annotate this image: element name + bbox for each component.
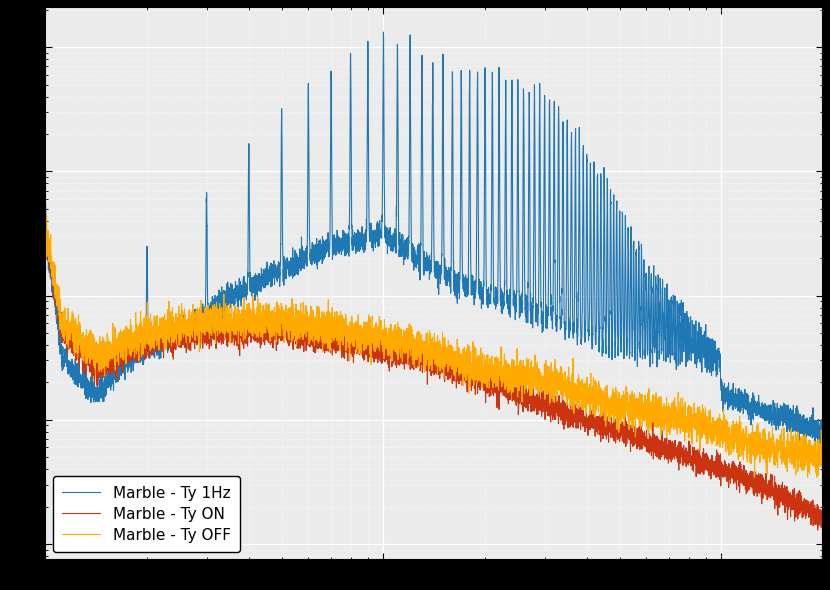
Marble - Ty ON — [225, 336, 235, 343]
Marble - Ty 1Hz — [389, 234, 399, 241]
Marble - Ty OFF — [42, 212, 51, 219]
Marble - Ty 1Hz — [41, 191, 51, 198]
Marble - Ty OFF — [812, 467, 822, 474]
Marble - Ty 1Hz — [378, 28, 388, 35]
Marble - Ty OFF — [803, 474, 813, 481]
Marble - Ty OFF — [225, 312, 235, 319]
Marble - Ty OFF — [389, 327, 399, 335]
Marble - Ty ON — [388, 350, 398, 358]
Marble - Ty OFF — [818, 452, 828, 459]
Marble - Ty ON — [221, 329, 231, 336]
Marble - Ty 1Hz — [225, 294, 235, 301]
Marble - Ty OFF — [229, 327, 239, 334]
Marble - Ty OFF — [221, 327, 231, 334]
Marble - Ty ON — [334, 327, 344, 335]
Marble - Ty ON — [812, 507, 822, 514]
Marble - Ty 1Hz — [810, 444, 820, 451]
Marble - Ty 1Hz — [812, 432, 822, 440]
Marble - Ty ON — [818, 513, 828, 520]
Legend: Marble - Ty 1Hz, Marble - Ty ON, Marble - Ty OFF: Marble - Ty 1Hz, Marble - Ty ON, Marble … — [53, 476, 240, 552]
Marble - Ty 1Hz — [221, 299, 231, 306]
Marble - Ty ON — [818, 531, 828, 538]
Line: Marble - Ty ON: Marble - Ty ON — [46, 213, 823, 535]
Marble - Ty ON — [229, 333, 239, 340]
Marble - Ty OFF — [334, 314, 344, 321]
Marble - Ty 1Hz — [229, 286, 239, 293]
Marble - Ty ON — [41, 209, 51, 217]
Marble - Ty 1Hz — [818, 427, 828, 434]
Line: Marble - Ty 1Hz: Marble - Ty 1Hz — [46, 32, 823, 448]
Marble - Ty 1Hz — [334, 232, 344, 240]
Line: Marble - Ty OFF: Marble - Ty OFF — [46, 216, 823, 477]
Marble - Ty OFF — [41, 237, 51, 244]
